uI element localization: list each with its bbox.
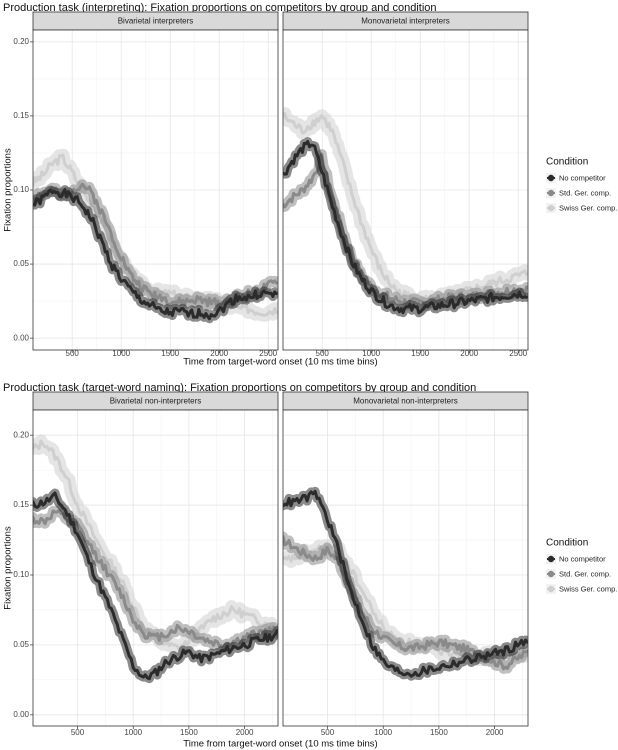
y-tick-label: 0.05 [13,640,29,649]
x-tick-label: 1500 [430,728,448,737]
series-line [283,112,528,305]
y-axis-label: Fixation proportions [3,526,14,610]
y-tick-label: 0.05 [13,259,29,268]
x-tick-label: 1000 [124,728,142,737]
legend-label: Swiss Ger. comp. [559,203,617,212]
legend-title: Condition [546,157,588,168]
series-line [33,188,278,321]
panel-strip-label: Monovarietal non-interpreters [353,397,458,406]
x-tick-label: 1500 [180,728,198,737]
panel-strip-label: Bivarietal interpreters [118,17,194,26]
x-tick-label: 2000 [460,349,478,358]
x-tick-label: 2000 [486,728,504,737]
legend-key-marker [547,555,555,563]
legend-label: Std. Ger. comp. [559,188,611,197]
y-tick-label: 0.15 [13,111,29,120]
series-line [33,491,278,681]
y-tick-label: 0.20 [13,430,29,439]
x-tick-label: 500 [66,349,80,358]
series-line [283,140,528,315]
panel-border [32,409,279,727]
panel-border [282,29,529,351]
x-tick-label: 2500 [509,349,527,358]
panel-border [282,409,529,727]
y-tick-label: 0.10 [13,185,29,194]
panel-strip-label: Bivarietal non-interpreters [110,397,202,406]
x-tick-label: 1000 [362,349,380,358]
chart-title: Production task (target-word naming): Fi… [3,382,476,394]
x-axis-label: Time from target-word onset (10 ms time … [183,739,377,750]
x-tick-label: 1500 [411,349,429,358]
legend-key-marker [547,174,555,182]
x-tick-label: 2000 [236,728,254,737]
legend-key-marker [547,585,555,593]
panel-strip-label: Monovarietal interpreters [361,17,449,26]
x-tick-label: 2500 [259,349,277,358]
y-axis-label: Fixation proportions [3,148,14,232]
chart-title: Production task (interpreting): Fixation… [3,2,437,14]
legend-title: Condition [546,538,588,549]
legend-key-marker [547,570,555,578]
x-tick-label: 500 [321,728,335,737]
legend-label: Std. Ger. comp. [559,569,611,578]
x-tick-label: 1000 [374,728,392,737]
legend-label: Swiss Ger. comp. [559,584,617,593]
legend-key-marker [547,204,555,212]
x-tick-label: 1000 [112,349,130,358]
y-tick-label: 0.00 [13,333,29,342]
legend-key-marker [547,189,555,197]
x-tick-label: 1500 [161,349,179,358]
legend-label: No competitor [559,554,606,563]
y-tick-label: 0.10 [13,570,29,579]
x-tick-label: 2000 [210,349,228,358]
x-axis-label: Time from target-word onset (10 ms time … [183,357,377,368]
y-tick-label: 0.15 [13,500,29,509]
x-tick-label: 500 [316,349,330,358]
x-tick-label: 500 [71,728,85,737]
legend-label: No competitor [559,173,606,182]
series-line [283,489,528,678]
y-tick-label: 0.00 [13,710,29,719]
y-tick-label: 0.20 [13,37,29,46]
